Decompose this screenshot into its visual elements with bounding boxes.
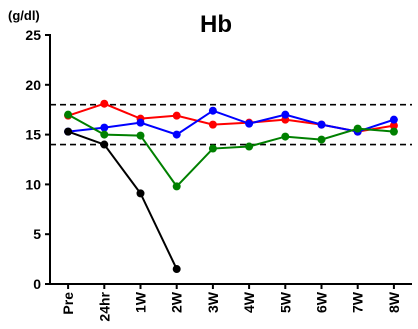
data-point	[317, 135, 326, 144]
x-tick-label: 3W	[205, 291, 221, 313]
data-point	[245, 119, 254, 128]
data-point	[353, 124, 362, 133]
y-tick-label: 5	[33, 226, 41, 242]
data-point	[172, 130, 181, 139]
data-point	[100, 140, 109, 149]
data-point	[64, 127, 73, 136]
y-tick-label: 20	[25, 77, 41, 93]
data-point	[389, 127, 398, 136]
data-point	[208, 144, 217, 153]
data-point	[172, 265, 181, 274]
data-point	[64, 110, 73, 119]
reference-lines	[50, 103, 412, 146]
data-point	[100, 123, 109, 132]
data-point	[389, 115, 398, 124]
data-point	[281, 110, 290, 119]
chart-title: Hb	[200, 11, 232, 38]
data-point	[136, 118, 145, 127]
series-line	[67, 130, 178, 270]
data-point	[281, 132, 290, 141]
data-point	[172, 182, 181, 191]
x-tick-label: 1W	[133, 291, 149, 313]
data-point	[208, 120, 217, 129]
series	[64, 110, 398, 191]
series-layer	[64, 99, 398, 274]
data-point	[172, 111, 181, 120]
x-tick-label: Pre	[60, 292, 76, 315]
series-line	[67, 109, 395, 136]
data-point	[389, 121, 398, 130]
x-tick-label: 7W	[350, 291, 366, 313]
y-tick-label: 10	[25, 176, 41, 192]
x-tick-label: 24hr	[96, 291, 112, 321]
x-tick-label: 5W	[277, 291, 293, 313]
x-tick-label: 2W	[169, 291, 185, 313]
x-tick-label: 4W	[241, 291, 257, 313]
data-point	[317, 120, 326, 129]
series	[64, 127, 181, 274]
series-line	[67, 113, 394, 188]
y-tick-label: 15	[25, 127, 41, 143]
axes: 0 5 10 15 20 25 Pre 24hr 1W 2W 3W 4W 5W 6W 7W 8W	[25, 27, 412, 322]
y-axis-unit-label: (g/dl)	[8, 8, 40, 23]
data-point	[208, 106, 217, 115]
data-point	[136, 189, 145, 198]
x-tick-label: 8W	[386, 291, 402, 313]
data-point	[100, 99, 109, 108]
y-tick-label: 25	[25, 27, 41, 43]
x-tick-label: 6W	[314, 291, 330, 313]
data-point	[136, 131, 145, 140]
y-tick-label: 0	[33, 276, 41, 292]
data-point	[245, 142, 254, 151]
data-point	[100, 130, 109, 139]
